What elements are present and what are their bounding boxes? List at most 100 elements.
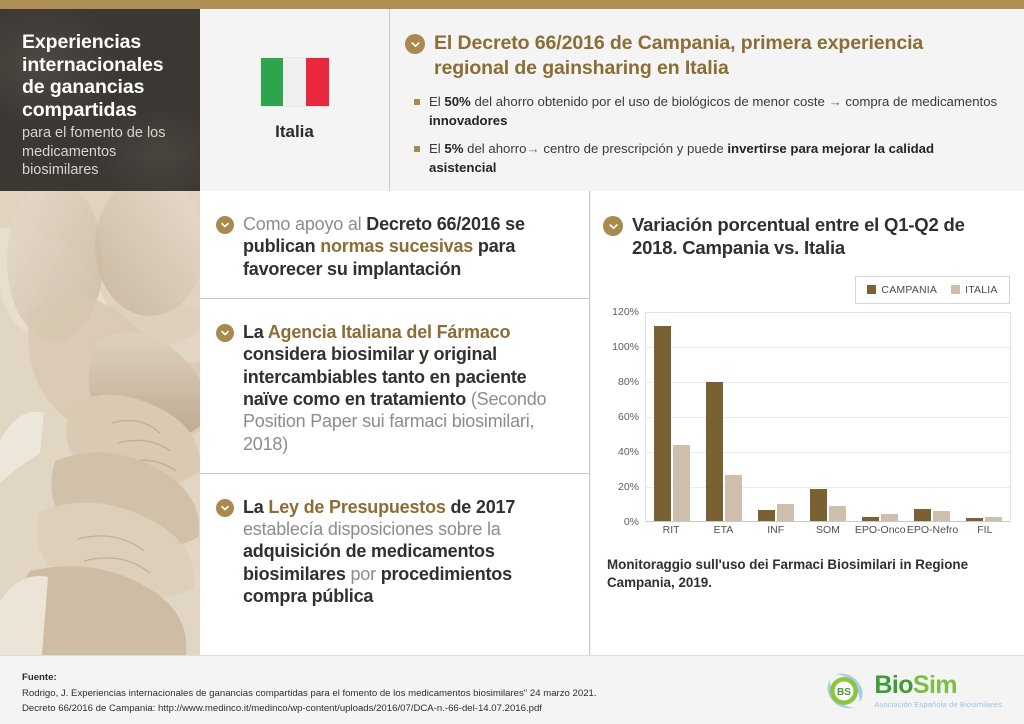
statement-card-1: Como apoyo al Decreto 66/2016 se publica…: [200, 191, 589, 299]
page-title: Experiencias internacionales de ganancia…: [22, 31, 164, 121]
biosim-tagline: Asociación Española de Biosimilares: [874, 700, 1002, 710]
grid-line: [646, 416, 1010, 418]
bar-group: [646, 312, 698, 521]
arrow-icon: →: [526, 141, 540, 157]
x-tick-label: EPO-Onco: [854, 523, 906, 536]
bullet-1-value: 50%: [444, 93, 471, 109]
source-heading: Fuente:: [22, 672, 57, 683]
card3-b4: procedimientos compra pública: [243, 563, 512, 607]
bullet-2-post: centro de prescripción y puede: [539, 141, 728, 157]
bar-italia-inf: [777, 503, 794, 521]
bar-campania-fil: [966, 517, 983, 521]
statement-card-2-text: La Agencia Italiana del Fármaco consider…: [243, 321, 569, 455]
bar-italia-epo-nefro: [933, 510, 950, 521]
page-subtitle: para el fomento de los medicamentos bios…: [22, 125, 166, 178]
y-tick-label: 120%: [612, 305, 639, 318]
bar-italia-eta: [725, 475, 742, 521]
grid-line: [646, 346, 1010, 348]
footer: Fuente: Rodrigo, J. Experiencias interna…: [0, 655, 1024, 724]
bullet-2-pre: El: [429, 141, 445, 157]
plot-area: [645, 311, 1011, 522]
source-line-1: Rodrigo, J. Experiencias internacionales…: [22, 687, 597, 699]
x-tick-label: SOM: [816, 523, 840, 536]
chevron-down-icon: [216, 216, 234, 234]
grid-line: [646, 520, 1010, 522]
x-tick-label: RIT: [662, 523, 680, 536]
card3-b2: de 2017: [445, 496, 516, 517]
bar-italia-fil: [985, 517, 1002, 521]
hands-photo: [0, 191, 200, 655]
header-callout: El Decreto 66/2016 de Campania, primera …: [391, 9, 1024, 191]
bar-group: [802, 312, 854, 521]
bullet-1-mid: del ahorro obtenido por el uso de biológ…: [470, 93, 829, 109]
y-tick-label: 20%: [617, 480, 639, 493]
header-bullet-item: El 50% del ahorro obtenido por el uso de…: [414, 93, 998, 130]
grid-line: [646, 381, 1010, 383]
card1-b2: para favorecer su implantación: [243, 236, 516, 279]
header-bullet-item: El 5% del ahorro→ centro de prescripción…: [414, 140, 998, 177]
bar-group: [698, 312, 750, 521]
header-title: El Decreto 66/2016 de Campania, primera …: [434, 32, 924, 79]
chart-legend: CAMPANIA ITALIA: [855, 275, 1010, 304]
statement-card-1-text: Como apoyo al Decreto 66/2016 se publica…: [243, 213, 569, 280]
y-tick-label: 0%: [623, 515, 639, 528]
bar-campania-eta: [706, 382, 723, 521]
bar-campania-epo-onco: [862, 517, 879, 521]
bar-italia-som: [829, 505, 846, 521]
legend-label-campania: CAMPANIA: [881, 283, 938, 296]
card2-g1: Agencia Italiana del Fármaco: [267, 321, 511, 342]
statement-card-3-text: La Ley de Presupuestos de 2017 establecí…: [243, 496, 569, 608]
chevron-down-icon: [216, 498, 234, 517]
chevron-down-icon: [603, 216, 623, 236]
bar-group: [854, 312, 906, 521]
x-tick-label: INF: [767, 523, 785, 536]
bullet-1-post: compra de medicamentos: [841, 93, 998, 109]
legend-swatch-campania: [867, 285, 877, 295]
bullet-2-value: 5%: [444, 141, 464, 157]
country-label: Italia: [275, 122, 314, 141]
grid-line: [646, 486, 1010, 488]
bar-italia-epo-onco: [881, 514, 898, 521]
country-cell: Italia: [200, 9, 390, 191]
card3-b3: adquisición de medicamentos biosimilares: [243, 541, 495, 584]
bar-group: [906, 312, 958, 521]
bar-chart: 0% 20% 40% 60% 80% 100% 120% RIT ETA INF SOM EPO-O…: [603, 306, 1013, 540]
bullet-1-pre: El: [429, 93, 445, 109]
card2-b1: La: [243, 321, 268, 342]
card1-g1: normas sucesivas: [320, 236, 474, 257]
legend-swatch-italia: [951, 285, 961, 295]
bar-campania-som: [810, 489, 827, 521]
y-axis: 0% 20% 40% 60% 80% 100% 120%: [603, 306, 643, 528]
grid-line: [646, 451, 1010, 453]
chart-source-note: Monitoraggio sull'uso dei Farmaci Biosim…: [607, 556, 969, 590]
grid-line: [646, 311, 1010, 313]
x-axis-labels: RIT ETA INF SOM EPO-Onco EPO-Nefro FIL: [645, 524, 1011, 536]
y-tick-label: 80%: [617, 375, 639, 388]
source-line-2: Decreto 66/2016 de Campania: http://www.…: [22, 703, 542, 715]
x-tick-label: FIL: [977, 523, 993, 536]
card3-p2: establecía disposiciones sobre la: [243, 519, 501, 540]
card3-b1: La: [243, 496, 269, 517]
y-tick-label: 100%: [612, 340, 639, 353]
y-tick-label: 60%: [617, 410, 639, 423]
card1-p1: Como apoyo al: [243, 214, 367, 234]
card2-b2: considera biosimilar y original intercam…: [243, 344, 527, 409]
bar-campania-epo-nefro: [914, 509, 931, 521]
header-bullet-list: El 50% del ahorro obtenido por el uso de…: [405, 93, 998, 178]
chart-title: Variación porcentual entre el Q1-Q2 de 2…: [632, 214, 965, 259]
y-tick-label: 40%: [617, 445, 639, 458]
bar-group: [958, 312, 1010, 521]
x-tick-label: ETA: [713, 523, 734, 536]
bar-series-container: [646, 312, 1010, 521]
square-bullet-icon: [414, 146, 420, 153]
bar-italia-rit: [673, 445, 690, 521]
title-panel: Experiencias internacionales de ganancia…: [0, 9, 200, 191]
infographic-page: Experiencias internacionales de ganancia…: [0, 9, 1024, 655]
statements-column: Como apoyo al Decreto 66/2016 se publica…: [200, 191, 590, 655]
statement-card-3: La Ley de Presupuestos de 2017 establecí…: [200, 474, 589, 626]
card3-g1: Ley de Presupuestos: [268, 496, 446, 517]
wordmark-sim: Sim: [912, 671, 958, 700]
x-tick-label: EPO-Nefro: [906, 523, 959, 536]
arrow-icon: →: [828, 93, 842, 109]
biosim-logo-mark-icon: BS: [822, 670, 868, 712]
